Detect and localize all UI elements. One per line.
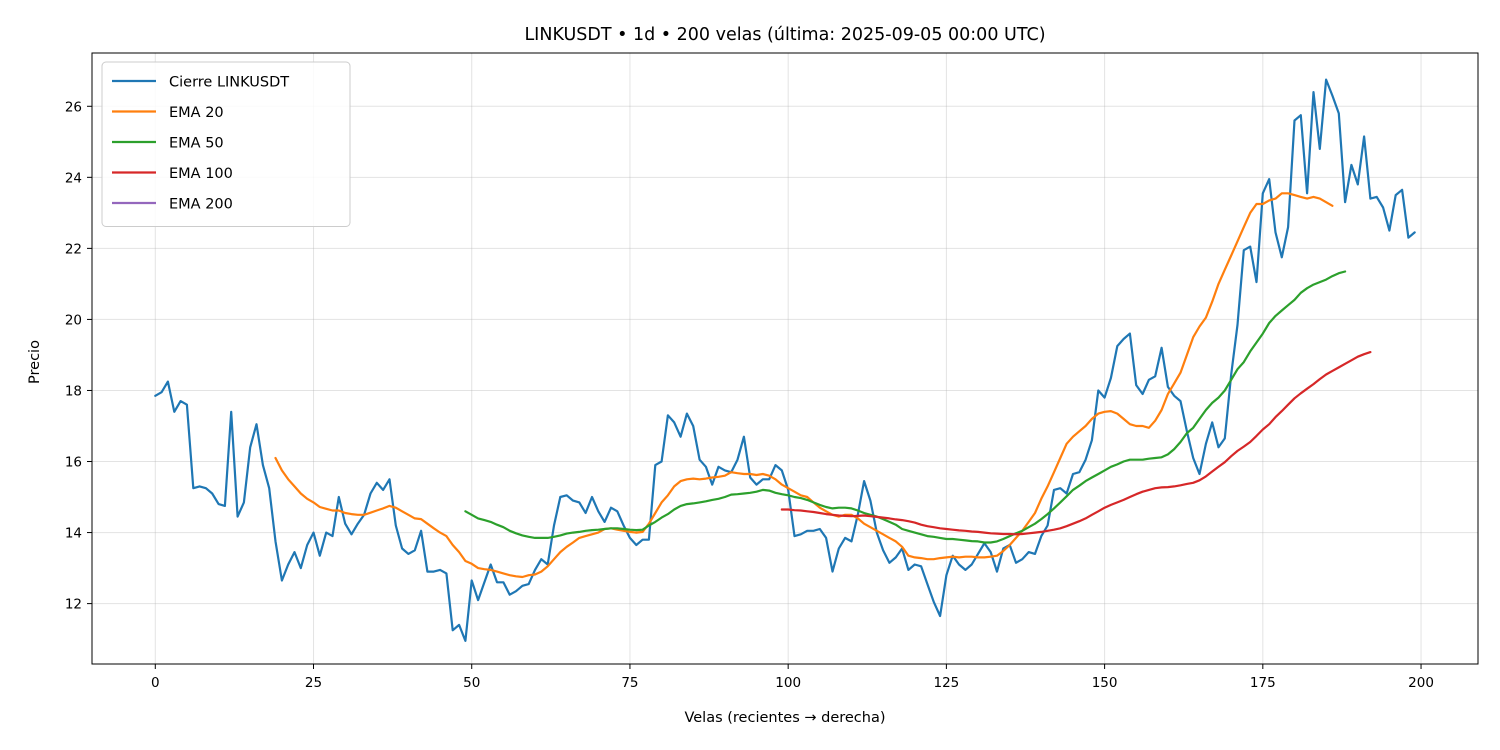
plot-frame (91, 52, 1479, 665)
y-tick-label: 20 (65, 312, 82, 328)
grid (92, 53, 1478, 664)
legend-label: EMA 200 (169, 197, 233, 213)
y-tick-label: 16 (65, 455, 82, 471)
x-tick-label: 100 (775, 675, 801, 691)
x-tick-label: 150 (1092, 675, 1118, 691)
series-line-ema-100 (780, 351, 1372, 536)
y-tick-label: 24 (65, 170, 82, 186)
x-tick-label: 25 (305, 675, 322, 691)
x-tick-label: 0 (151, 675, 160, 691)
y-tick-label: 14 (65, 526, 82, 542)
legend-label: EMA 50 (169, 136, 224, 152)
x-tick-label: 125 (933, 675, 959, 691)
legend: Cierre LINKUSDT EMA 20 EMA 50 EMA 100 EMA 20… (101, 61, 351, 227)
series-line-cierre-linkusdt (154, 78, 1416, 643)
y-tick-label: 22 (65, 241, 82, 257)
x-tick-label: 200 (1408, 675, 1434, 691)
x-tick-label: 75 (621, 675, 638, 691)
x-axis-label: Velas (recientes → derecha) (684, 710, 885, 726)
y-tick-label: 26 (65, 99, 82, 115)
axis-ticks: 0 25 50 75 100 125 150 175 200 12 14 16 18 20 22 24 26 (65, 99, 1434, 691)
y-tick-label: 18 (65, 383, 82, 399)
legend-box (101, 61, 351, 227)
y-axis-label: Precio (27, 340, 43, 384)
legend-label: EMA 100 (169, 166, 233, 182)
chart-title: LINKUSDT • 1d • 200 velas (última: 2025-… (524, 25, 1045, 45)
series-lines (154, 78, 1416, 643)
series-line-ema-20 (274, 192, 1334, 579)
x-tick-label: 175 (1250, 675, 1276, 691)
series-line-ema-50 (464, 270, 1347, 544)
x-tick-label: 50 (463, 675, 480, 691)
y-tick-label: 12 (65, 597, 82, 613)
legend-label: EMA 20 (169, 105, 224, 121)
legend-label: Cierre LINKUSDT (169, 75, 289, 91)
